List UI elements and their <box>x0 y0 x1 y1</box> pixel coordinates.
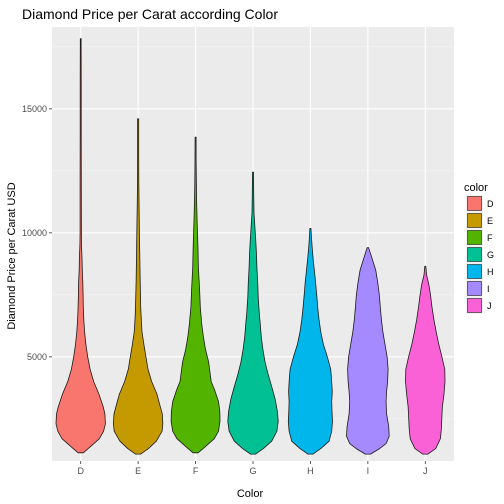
legend-swatch-H <box>467 264 482 279</box>
y-tick-label: 15000 <box>22 104 47 114</box>
x-tick-label: H <box>307 466 314 476</box>
x-tick-label: F <box>193 466 199 476</box>
legend-swatch-J <box>467 298 482 313</box>
x-axis-title: Color <box>237 488 264 500</box>
legend-label: J <box>487 301 492 311</box>
violins <box>55 38 446 455</box>
violin-G <box>227 171 279 455</box>
chart-title: Diamond Price per Carat according Color <box>22 6 278 22</box>
x-tick-label: D <box>77 466 84 476</box>
legend-label: I <box>487 284 490 294</box>
x-axis: D E F G H I J <box>77 461 428 476</box>
legend-label: G <box>487 250 494 260</box>
x-tick-label: J <box>423 466 428 476</box>
legend-swatch-G <box>467 247 482 262</box>
legend-label: H <box>487 267 494 277</box>
legend-swatch-D <box>467 196 482 211</box>
x-tick-label: I <box>367 466 370 476</box>
violin-F <box>170 136 221 454</box>
legend-label: E <box>487 216 493 226</box>
legend-swatch-I <box>467 281 482 296</box>
legend-label: D <box>487 199 494 209</box>
legend-title: color <box>464 182 488 194</box>
legend-swatch-E <box>467 213 482 228</box>
y-tick-label: 5000 <box>27 352 47 362</box>
violin-E <box>113 118 164 455</box>
y-axis: 5000 10000 15000 <box>22 104 52 362</box>
violin-I <box>346 247 390 455</box>
x-tick-label: E <box>135 466 141 476</box>
legend-swatch-F <box>467 230 482 245</box>
violin-J <box>405 265 446 455</box>
legend-label: F <box>487 233 493 243</box>
y-axis-title: Diamond Price per Carat USD <box>6 182 18 329</box>
violin-H <box>287 228 333 455</box>
x-tick-label: G <box>249 466 256 476</box>
y-tick-label: 10000 <box>22 228 47 238</box>
violin-D <box>55 38 106 454</box>
